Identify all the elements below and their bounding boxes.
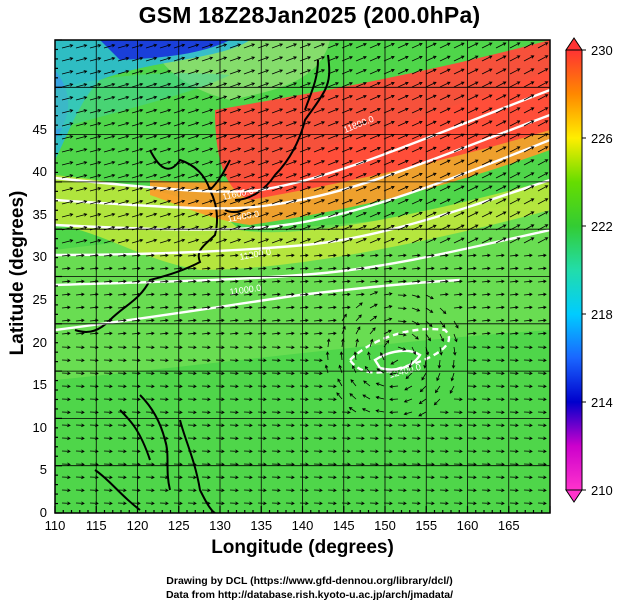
y-tick-label: 10 [33, 420, 47, 435]
colorbar-tick-label: 214 [591, 395, 613, 410]
x-tick-label: 125 [168, 518, 190, 533]
wind-vector-field [61, 42, 549, 506]
colorbar-min-arrow [565, 489, 583, 503]
x-tick-label: 135 [250, 518, 272, 533]
credit-drawing: Drawing by DCL (https://www.gfd-dennou.o… [166, 575, 453, 587]
y-tick-label: 45 [33, 122, 47, 137]
x-tick-label: 110 [45, 518, 66, 533]
x-tick-labels: 110 115 120 125 130 135 140 145 150 155 … [45, 518, 520, 533]
x-tick-label: 115 [86, 518, 107, 533]
colorbar: 210 214 218 222 226 230 [565, 37, 613, 503]
map-title: GSM 18Z28Jan2025 (200.0hPa) [138, 2, 481, 28]
colorbar-tick-label: 218 [591, 307, 613, 322]
y-tick-label: 0 [40, 505, 47, 520]
height-contours [55, 88, 550, 374]
x-tick-label: 160 [457, 518, 479, 533]
x-tick-label: 155 [415, 518, 437, 533]
y-tick-label: 30 [33, 249, 47, 264]
contour-label: 11000.0 [229, 283, 262, 297]
y-tick-label: 20 [33, 335, 47, 350]
x-tick-label: 120 [127, 518, 149, 533]
colorbar-tick-label: 210 [591, 483, 613, 498]
x-tick-label: 145 [333, 518, 355, 533]
x-tick-label: 140 [292, 518, 314, 533]
x-tick-label: 150 [374, 518, 396, 533]
y-tick-label: 40 [33, 164, 47, 179]
axis-ticks [54, 39, 551, 514]
y-tick-label: 25 [33, 292, 47, 307]
y-tick-label: 15 [33, 377, 47, 392]
colorbar-tick-label: 230 [591, 43, 613, 58]
colorbar-gradient [565, 49, 583, 491]
colorbar-tick-label: 226 [591, 131, 613, 146]
y-axis-label: Latitude (degrees) [7, 190, 28, 356]
lat-lon-grid [55, 40, 550, 513]
y-tick-labels: 0 5 10 15 20 25 30 35 40 45 [33, 122, 47, 520]
plot-area: 11800.0 11600.0 11400.0 11200.0 11000.0 … [55, 40, 550, 513]
colorbar-max-arrow [565, 37, 583, 51]
x-tick-label: 165 [498, 518, 520, 533]
colorbar-tick-label: 222 [591, 219, 613, 234]
x-tick-label: 130 [209, 518, 231, 533]
y-tick-label: 35 [33, 207, 47, 222]
credit-data: Data from http://database.rish.kyoto-u.a… [165, 589, 454, 601]
x-axis-label: Longitude (degrees) [211, 537, 394, 558]
y-tick-label: 5 [40, 462, 47, 477]
